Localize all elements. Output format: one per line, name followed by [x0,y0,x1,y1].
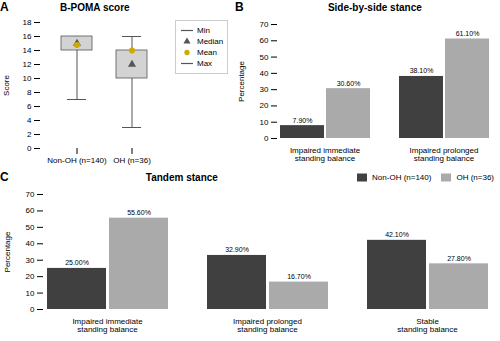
svg-text:14: 14 [23,46,32,55]
html-text:A: A [0,0,9,14]
svg-text:40: 40 [260,69,269,78]
svg-text:Percentage: Percentage [237,60,246,101]
svg-text:0: 0 [264,134,269,143]
svg-text:60: 60 [26,206,35,215]
svg-text:20: 20 [26,272,35,281]
html-text:Min: Min [197,26,210,35]
svg-text:38.10%: 38.10% [410,67,434,74]
svg-text:70: 70 [26,190,35,199]
svg-text:Impaired prolongedstanding bal: Impaired prolongedstanding balance [410,146,479,163]
svg-text:20: 20 [260,101,269,110]
svg-text:60: 60 [260,36,269,45]
svg-text:61.10%: 61.10% [456,30,480,37]
svg-text:Impaired immediatestanding bal: Impaired immediatestanding balance [290,146,361,163]
svg-text:30.60%: 30.60% [337,80,361,87]
svg-text:30: 30 [260,85,269,94]
svg-text:Non-OH (n=140): Non-OH (n=140) [47,156,107,165]
svg-text:12: 12 [23,60,32,69]
svg-text:4: 4 [27,116,32,125]
html-text:Median: Median [197,37,224,46]
svg-text:10: 10 [260,118,269,127]
html-text:Mean: Mean [197,48,217,57]
svg-text:7.90%: 7.90% [293,117,313,124]
svg-text:42.10%: 42.10% [385,231,409,238]
svg-text:18: 18 [23,18,32,27]
svg-text:Impaired prolongedstanding bal: Impaired prolongedstanding balance [233,317,302,334]
svg-text:8: 8 [27,88,32,97]
svg-text:25.00%: 25.00% [65,259,89,266]
svg-text:Stablestanding balance: Stablestanding balance [397,317,458,334]
svg-text:Score: Score [2,75,11,96]
svg-text:10: 10 [26,289,35,298]
svg-text:70: 70 [260,20,269,29]
html-text:Non-OH (n=140): Non-OH (n=140) [372,172,432,182]
html-text:Tandem stance: Tandem stance [145,171,218,183]
html-text:Max: Max [197,59,213,68]
html-text:OH (n=36): OH (n=36) [456,172,494,182]
html-text:B-POMA score: B-POMA score [60,1,130,13]
html-text:Side-by-side stance: Side-by-side stance [327,1,422,13]
svg-text:50: 50 [260,53,269,62]
svg-text:27.80%: 27.80% [447,255,471,262]
svg-text:0: 0 [27,144,32,153]
svg-text:Percentage: Percentage [3,231,12,272]
svg-text:50: 50 [26,223,35,232]
svg-text:0: 0 [30,305,35,314]
html-text:B: B [235,0,244,14]
svg-text:OH (n=36): OH (n=36) [113,156,151,165]
svg-text:6: 6 [27,102,32,111]
svg-text:40: 40 [26,239,35,248]
svg-text:2: 2 [27,130,32,139]
svg-text:10: 10 [23,74,32,83]
svg-text:30: 30 [26,256,35,265]
svg-text:16.70%: 16.70% [287,273,311,280]
svg-text:16: 16 [23,32,32,41]
html-text:C: C [0,170,9,184]
svg-text:Impaired immediatestanding bal: Impaired immediatestanding balance [72,317,143,334]
svg-text:32.90%: 32.90% [225,246,249,253]
svg-text:55.60%: 55.60% [127,209,151,216]
